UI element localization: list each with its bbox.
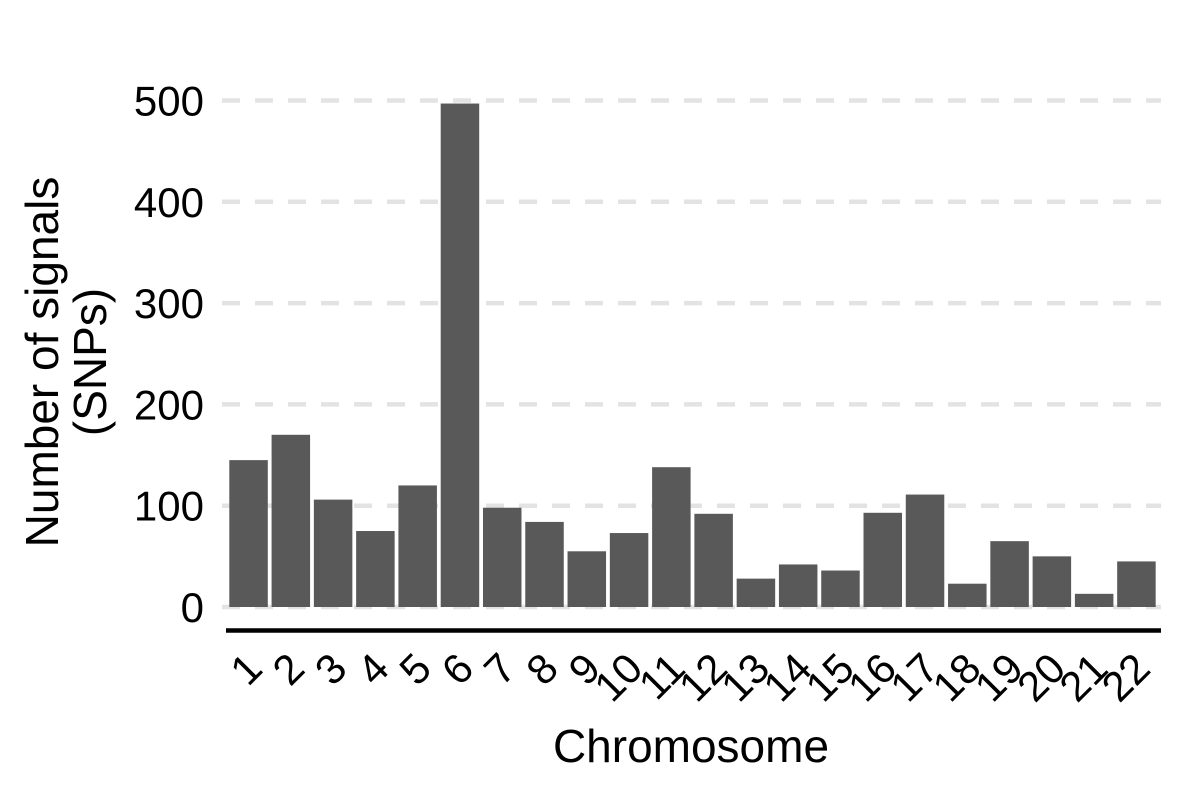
bar-chr-1 (229, 460, 268, 607)
bar-chr-17 (905, 494, 945, 607)
bar-chr-13 (736, 578, 776, 607)
bar-chr-15 (821, 570, 860, 607)
x-tick-label-2: 2 (263, 644, 313, 694)
bar-chr-4 (356, 531, 395, 607)
x-tick-label-5: 5 (390, 644, 440, 694)
y-tick-label-400: 400 (134, 179, 204, 226)
bar-chr-19 (990, 541, 1029, 607)
y-tick-label-0: 0 (181, 584, 204, 631)
y-axis-title-line2: (SNPs) (64, 288, 116, 436)
bar-chr-7 (482, 507, 522, 607)
bar-chr-3 (313, 499, 353, 607)
y-axis-title-line1: Number of signals (16, 177, 68, 548)
x-tick-label-8: 8 (517, 644, 567, 694)
x-tick-label-7: 7 (475, 644, 525, 694)
bar-chr-16 (863, 512, 902, 607)
y-tick-label-200: 200 (134, 381, 204, 428)
x-tick-label-4: 4 (348, 644, 398, 694)
bar-chr-10 (609, 533, 649, 607)
x-tick-label-1: 1 (221, 644, 271, 694)
bar-chr-20 (1032, 556, 1072, 607)
bar-chr-14 (778, 564, 818, 607)
x-axis-title: Chromosome (553, 720, 829, 772)
bar-chr-9 (567, 551, 607, 607)
bar-chr-21 (1074, 593, 1114, 607)
bar-chr-18 (948, 583, 987, 607)
x-tick-label-22: 22 (1093, 644, 1159, 710)
x-tick-label-3: 3 (306, 644, 356, 694)
bar-chr-22 (1117, 561, 1156, 607)
bar-chr-2 (271, 434, 311, 607)
bar-chr-6 (440, 103, 480, 607)
y-tick-label-100: 100 (134, 483, 204, 530)
y-tick-label-300: 300 (134, 280, 204, 327)
x-tick-label-6: 6 (433, 644, 483, 694)
bar-chr-12 (694, 513, 733, 607)
bar-chr-8 (525, 521, 564, 607)
bar-chr-5 (398, 485, 437, 607)
y-tick-label-500: 500 (134, 78, 204, 125)
bar-chr-11 (652, 467, 691, 607)
